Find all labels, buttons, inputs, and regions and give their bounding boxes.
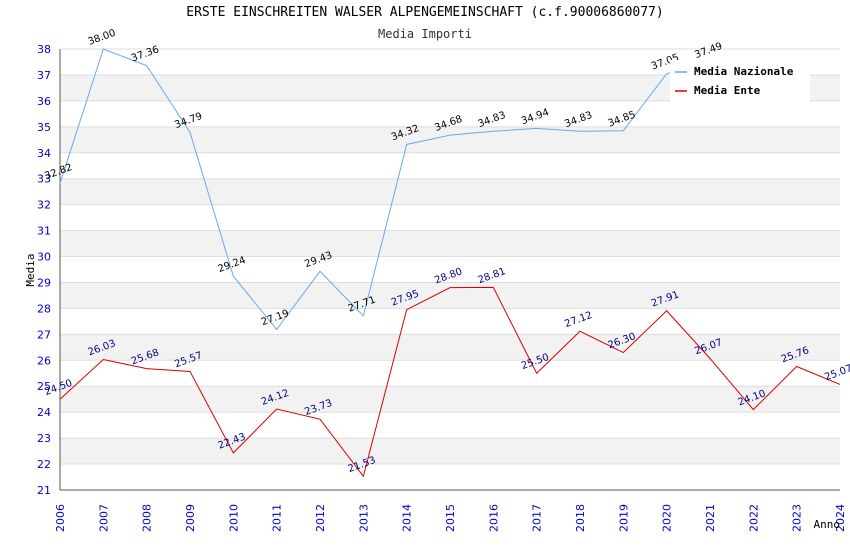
legend-box xyxy=(670,60,810,102)
x-tick-label: 2017 xyxy=(531,504,544,532)
y-axis-title: Media xyxy=(24,253,37,286)
x-tick-label: 2014 xyxy=(401,504,414,532)
x-tick-label: 2009 xyxy=(184,504,197,532)
y-tick-label: 24 xyxy=(37,406,51,419)
x-axis-title: Anno xyxy=(814,518,841,531)
plot-band xyxy=(60,282,840,309)
plot-band xyxy=(60,100,840,127)
y-tick-label: 30 xyxy=(37,251,51,264)
plot-band xyxy=(60,464,840,490)
series-lines xyxy=(59,48,841,478)
y-tick-label: 28 xyxy=(37,302,51,315)
x-tick-labels: 2006 2007 2008 2009 2010 2011 2012 2013 2014 2015… xyxy=(54,504,847,532)
x-tick-label: 2020 xyxy=(661,504,674,532)
plot-bands xyxy=(60,49,840,490)
y-tick-label: 38 xyxy=(37,43,51,56)
chart-subtitle: Media Importi xyxy=(378,27,472,41)
x-tick-label: 2023 xyxy=(791,504,804,532)
plot-band xyxy=(60,152,840,179)
x-tick-label: 2010 xyxy=(227,504,240,532)
x-tick-label: 2011 xyxy=(271,504,284,532)
x-tick-label: 2019 xyxy=(617,504,630,532)
plot-band xyxy=(60,334,840,361)
y-tick-label: 34 xyxy=(37,147,51,160)
y-tick-label: 25 xyxy=(37,380,51,393)
x-tick-label: 2022 xyxy=(747,504,760,532)
plot-band xyxy=(60,308,840,335)
legend-label-media-nazionale: Media Nazionale xyxy=(694,65,794,78)
plot-band xyxy=(60,204,840,231)
plot-band xyxy=(60,386,840,413)
plot-band xyxy=(60,360,840,387)
data-label-media-nazionale: 38.00 xyxy=(87,28,118,48)
plot-band xyxy=(60,178,840,205)
y-tick-label: 27 xyxy=(37,328,51,341)
y-tick-label: 22 xyxy=(37,458,51,471)
y-tick-label: 33 xyxy=(37,173,51,186)
y-tick-label: 31 xyxy=(37,225,51,238)
y-tick-label: 35 xyxy=(37,121,51,134)
x-tick-label: 2016 xyxy=(487,504,500,532)
x-tick-label: 2012 xyxy=(314,504,327,532)
chart-title: ERSTE EINSCHREITEN WALSER ALPENGEMEINSCH… xyxy=(186,5,664,20)
plot-band xyxy=(60,230,840,257)
series-line-media-nazionale xyxy=(59,48,711,331)
y-tick-labels: 21 22 23 24 25 26 27 28 29 30 31 32 33 34 35 36 37 38 xyxy=(37,43,51,497)
x-tick-label: 2006 xyxy=(54,504,67,532)
x-tick-label: 2018 xyxy=(574,504,587,532)
plot-band xyxy=(60,256,840,283)
legend-label-media-ente: Media Ente xyxy=(694,84,761,97)
x-tick-label: 2008 xyxy=(141,504,154,532)
y-tick-label: 32 xyxy=(37,199,51,212)
x-tick-label: 2015 xyxy=(444,504,457,532)
plot-band xyxy=(60,412,840,439)
y-tick-label: 36 xyxy=(37,95,51,108)
y-tick-label: 29 xyxy=(37,276,51,289)
x-tick-label: 2013 xyxy=(357,504,370,532)
y-tick-label: 21 xyxy=(37,484,51,497)
plot-band xyxy=(60,438,840,465)
plot-band xyxy=(60,126,840,153)
x-tick-label: 2024 xyxy=(834,504,847,532)
legend: Media Nazionale Media Ente xyxy=(670,60,810,102)
x-tick-label: 2007 xyxy=(97,504,110,532)
x-tick-label: 2021 xyxy=(704,504,717,532)
series-line-media-ente xyxy=(59,286,841,478)
y-tick-label: 26 xyxy=(37,354,51,367)
y-tick-label: 23 xyxy=(37,432,51,445)
y-tick-label: 37 xyxy=(37,69,51,82)
